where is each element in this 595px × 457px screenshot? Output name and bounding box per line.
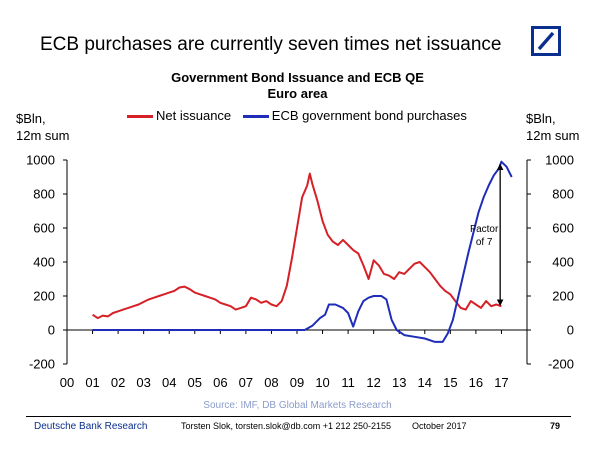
footer-date: October 2017	[412, 421, 467, 431]
right-y-tick-label: -200	[548, 357, 574, 372]
right-axis-unit: $Bln, 12m sum	[526, 110, 579, 144]
deutsche-bank-logo-icon	[531, 26, 561, 56]
left-y-tick-label: 1000	[26, 153, 55, 168]
x-tick-label: 11	[341, 375, 355, 390]
chart-legend: Net issuance ECB government bond purchas…	[127, 108, 467, 123]
x-tick-label: 13	[392, 375, 406, 390]
x-tick-label: 04	[162, 375, 176, 390]
x-tick-label: 00	[60, 375, 74, 390]
series-line-ecb-purchases	[92, 160, 513, 343]
left-axis-unit: $Bln, 12m sum	[16, 110, 69, 144]
x-tick-label: 02	[111, 375, 125, 390]
x-tick-label: 03	[136, 375, 150, 390]
left-y-tick-label: 200	[33, 289, 55, 304]
x-tick-label: 01	[85, 375, 99, 390]
legend-label-net-issuance: Net issuance	[156, 108, 232, 123]
left-axis-unit-line1: $Bln,	[16, 111, 46, 126]
x-tick-label: 12	[366, 375, 380, 390]
x-tick-label: 10	[315, 375, 329, 390]
slide-headline: ECB purchases are currently seven times …	[40, 34, 502, 55]
series-line-net-issuance	[92, 172, 502, 320]
legend-swatch-ecb-purchases	[242, 115, 269, 119]
footer-page-number: 79	[550, 421, 561, 431]
x-tick-label: 07	[239, 375, 253, 390]
right-y-tick-label: 200	[552, 289, 574, 304]
left-y-tick-label: 800	[33, 187, 55, 202]
right-y-tick-label: 400	[552, 255, 574, 270]
right-y-tick-label: 1000	[545, 153, 574, 168]
left-axis-unit-line2: 12m sum	[16, 128, 70, 143]
left-y-tick-label: 0	[48, 323, 55, 338]
chart-title: Government Bond Issuance and ECB QE	[171, 70, 424, 85]
x-tick-label: 09	[290, 375, 304, 390]
x-tick-label: 17	[494, 375, 508, 390]
annotation-line1: Factor	[470, 224, 499, 235]
right-axis-unit-line1: $Bln,	[526, 111, 556, 126]
footer-divider	[26, 416, 571, 417]
x-tick-label: 14	[418, 375, 432, 390]
legend-label-ecb-purchases: ECB government bond purchases	[271, 108, 467, 123]
x-tick-label: 05	[188, 375, 202, 390]
footer-author: Torsten Slok, torsten.slok@db.com +1 212…	[181, 421, 392, 431]
x-tick-label: 08	[264, 375, 278, 390]
right-y-tick-label: 800	[552, 187, 574, 202]
right-y-tick-label: 0	[567, 323, 574, 338]
legend-swatch-net-issuance	[127, 115, 153, 119]
chart-subtitle: Euro area	[267, 86, 328, 101]
left-y-tick-label: -200	[29, 357, 55, 372]
x-tick-label: 15	[443, 375, 457, 390]
x-tick-label: 06	[213, 375, 227, 390]
left-y-tick-label: 400	[33, 255, 55, 270]
footer-org: Deutsche Bank Research	[34, 421, 148, 432]
left-y-tick-label: 600	[33, 221, 55, 236]
chart-source: Source: IMF, DB Global Markets Research	[203, 400, 392, 411]
x-tick-label: 16	[469, 375, 483, 390]
right-y-tick-label: 600	[552, 221, 574, 236]
annotation-line2: of 7	[476, 237, 493, 248]
logo-slash-icon	[537, 31, 555, 51]
right-axis-unit-line2: 12m sum	[526, 128, 580, 143]
